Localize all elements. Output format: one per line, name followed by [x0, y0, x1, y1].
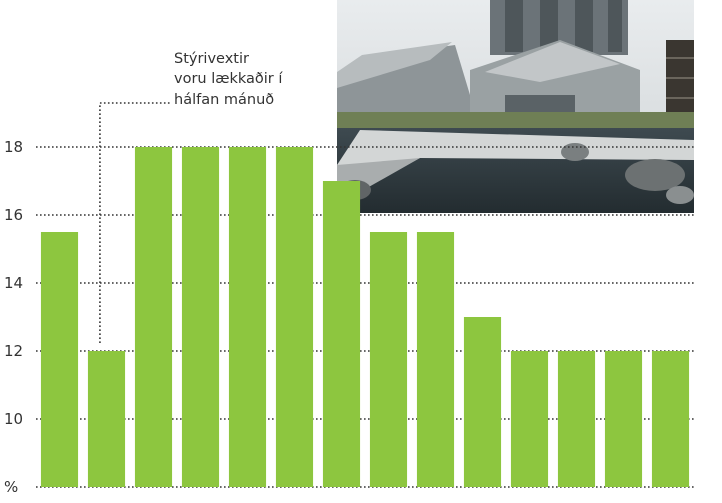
bar-11: [510, 351, 549, 487]
bar-10: [463, 317, 502, 487]
bar-3: [134, 147, 173, 487]
annotation-line: Stýrivextir: [174, 51, 249, 67]
bars: [40, 147, 690, 487]
y-tick-label: 16: [4, 206, 23, 224]
bar-14: [651, 351, 690, 487]
bar-7: [322, 181, 361, 487]
bar-2: [87, 351, 126, 487]
y-axis-ticks: 18 16 14 12 10%: [4, 138, 23, 496]
bar-4: [181, 147, 220, 487]
annotation-line: voru lækkaðir í: [174, 71, 283, 87]
annotation-leader-line: [99, 102, 170, 343]
building-photo: [337, 0, 694, 213]
y-tick-label: 18: [4, 138, 23, 156]
bar-6: [275, 147, 314, 487]
y-tick-label: %: [4, 478, 18, 496]
y-tick-label: 14: [4, 274, 23, 292]
bar-9: [416, 232, 455, 487]
bar-13: [604, 351, 643, 487]
y-tick-label: 12: [4, 342, 23, 360]
bar-12: [557, 351, 596, 487]
annotation: Stýrivextir voru lækkaðir í hálfan mánuð: [99, 51, 283, 343]
bar-8: [369, 232, 408, 487]
bar-5: [228, 147, 267, 487]
y-tick-label: 10: [4, 410, 23, 428]
bar-1: [40, 232, 79, 487]
annotation-line: hálfan mánuð: [174, 92, 274, 108]
